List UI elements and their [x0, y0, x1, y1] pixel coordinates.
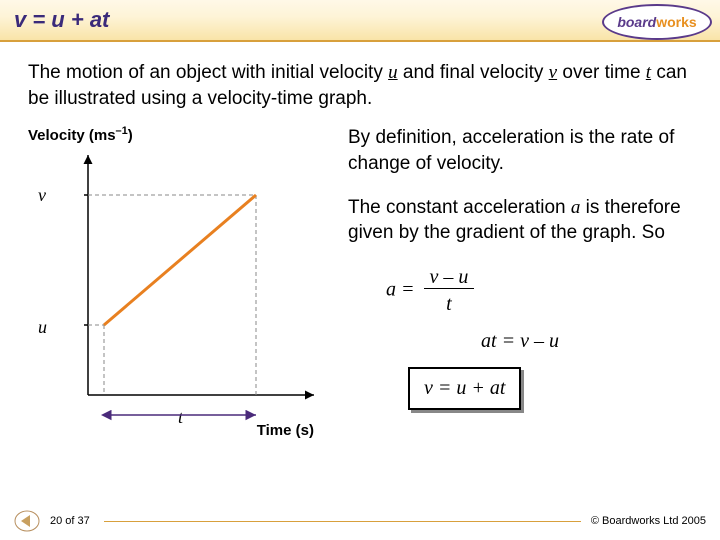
- prev-button-icon[interactable]: [14, 510, 40, 532]
- intro-paragraph: The motion of an object with initial vel…: [28, 60, 692, 111]
- intro-var-u: u: [388, 62, 398, 83]
- y-axis-label: Velocity (ms–1): [28, 125, 133, 144]
- page-indicator: 20 of 37: [46, 515, 94, 527]
- intro-var-v: v: [549, 62, 557, 83]
- ylabel-exp: –1: [116, 125, 128, 137]
- slide-title: v = u + at: [14, 7, 109, 33]
- logo-ellipse: boardworks: [602, 4, 712, 40]
- equation-mid: at = v – u: [348, 328, 692, 355]
- intro-text: The motion of an object with initial vel…: [28, 62, 388, 83]
- ylabel-text: Velocity (ms: [28, 127, 116, 144]
- tick-label-u: u: [38, 317, 47, 338]
- logo: boardworks: [602, 4, 712, 40]
- formula-denominator: t: [440, 293, 458, 315]
- para-definition: By definition, acceleration is the rate …: [348, 125, 692, 176]
- para-gradient: The constant acceleration a is therefore…: [348, 195, 692, 246]
- equation-final-box: v = u + at: [408, 367, 521, 410]
- logo-text-board: board: [617, 14, 656, 30]
- p2-pre: The constant acceleration: [348, 197, 571, 218]
- footer-divider: [104, 521, 581, 522]
- ylabel-close: ): [128, 127, 133, 144]
- copyright-text: © Boardworks Ltd 2005: [591, 515, 706, 527]
- velocity-time-graph: Velocity (ms–1) v u t Time (s): [28, 125, 336, 445]
- p2-var-a: a: [571, 197, 581, 218]
- explanation-column: By definition, acceleration is the rate …: [348, 125, 692, 445]
- formula-eq: =: [396, 278, 420, 300]
- graph-svg: [56, 147, 326, 437]
- intro-text: and final velocity: [398, 62, 549, 83]
- equation-box-wrap: v = u + at: [348, 367, 692, 410]
- formula-acceleration: a = v – u t: [386, 264, 692, 318]
- intro-text: over time: [557, 62, 646, 83]
- footer: 20 of 37 © Boardworks Ltd 2005: [0, 510, 720, 532]
- footer-left: 20 of 37: [14, 510, 94, 532]
- content-area: The motion of an object with initial vel…: [0, 42, 720, 445]
- tick-label-v: v: [38, 185, 46, 206]
- formula-numerator: v – u: [424, 266, 475, 289]
- logo-text-works: works: [656, 14, 696, 30]
- main-row: Velocity (ms–1) v u t Time (s): [28, 125, 692, 445]
- formula-a: a: [386, 278, 396, 300]
- slide-header: v = u + at boardworks: [0, 0, 720, 42]
